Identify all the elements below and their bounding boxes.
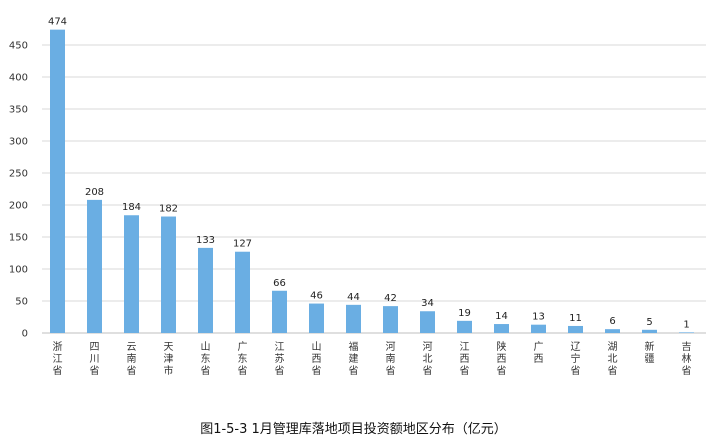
data-label: 46 bbox=[310, 291, 323, 302]
bar bbox=[383, 306, 398, 333]
data-label: 184 bbox=[122, 202, 141, 213]
category-label: 天津市 bbox=[164, 342, 174, 377]
data-label: 474 bbox=[48, 17, 67, 28]
category-label: 河北省 bbox=[423, 341, 433, 377]
data-label: 182 bbox=[159, 204, 178, 215]
y-tick-label: 450 bbox=[9, 41, 28, 52]
bar bbox=[124, 215, 139, 333]
bar bbox=[642, 329, 657, 333]
bars bbox=[50, 29, 694, 333]
data-label: 19 bbox=[458, 308, 471, 319]
category-label: 四川省 bbox=[90, 342, 100, 377]
bar bbox=[457, 320, 472, 333]
bar bbox=[346, 304, 361, 333]
y-tick-label: 50 bbox=[15, 297, 28, 308]
category-label: 山西省 bbox=[312, 341, 322, 377]
bar bbox=[309, 303, 324, 333]
y-tick-label: 0 bbox=[22, 329, 28, 340]
category-label: 广东省 bbox=[238, 341, 248, 377]
y-tick-label: 250 bbox=[9, 169, 28, 180]
bar bbox=[50, 29, 65, 333]
category-label: 山东省 bbox=[201, 341, 211, 377]
category-label: 河南省 bbox=[386, 341, 396, 377]
bar bbox=[679, 332, 694, 333]
category-label: 江苏省 bbox=[275, 341, 285, 377]
data-label: 42 bbox=[384, 293, 397, 304]
data-label: 133 bbox=[196, 235, 215, 246]
data-label: 44 bbox=[347, 292, 360, 303]
y-tick-label: 400 bbox=[9, 73, 28, 84]
bar bbox=[605, 329, 620, 333]
bar-chart: 0 50 100 150 200 250 300 350 400 450 474 208 184 182… bbox=[9, 17, 706, 377]
category-label: 陕西省 bbox=[497, 340, 507, 377]
data-label: 66 bbox=[273, 278, 286, 289]
category-label: 福建省 bbox=[349, 340, 359, 377]
bar bbox=[531, 324, 546, 333]
data-label: 13 bbox=[532, 312, 545, 323]
category-label: 江西省 bbox=[460, 341, 470, 377]
bar bbox=[272, 290, 287, 333]
bar bbox=[161, 216, 176, 333]
category-labels: 浙江省 四川省 云南省 天津市 山东省 广东省 江苏省 山西省 福建省 河南省 河北省 江西省 陕西省 广… bbox=[53, 340, 692, 377]
category-label: 吉林省 bbox=[682, 341, 692, 377]
bar bbox=[87, 199, 102, 333]
gridlines bbox=[42, 44, 706, 302]
category-label: 湖北省 bbox=[608, 341, 618, 377]
y-tick-label: 100 bbox=[9, 265, 28, 276]
y-tick-label: 150 bbox=[9, 233, 28, 244]
bar bbox=[568, 325, 583, 333]
chart-caption: 图1-5-3 1月管理库落地项目投资额地区分布（亿元） bbox=[200, 422, 507, 437]
data-label: 11 bbox=[569, 313, 582, 324]
y-tick-label: 350 bbox=[9, 105, 28, 116]
y-tick-label: 200 bbox=[9, 201, 28, 212]
category-label: 辽宁省 bbox=[571, 341, 581, 377]
data-label: 5 bbox=[646, 317, 652, 328]
data-labels: 474 208 184 182 133 127 66 46 44 42 34 19 14 13 11 6 5 1 bbox=[48, 17, 690, 331]
bar bbox=[198, 247, 213, 333]
data-label: 6 bbox=[609, 316, 615, 327]
category-label: 广西 bbox=[534, 341, 544, 365]
bar bbox=[420, 311, 435, 333]
category-label: 云南省 bbox=[127, 342, 137, 377]
data-label: 1 bbox=[683, 319, 689, 330]
data-label: 127 bbox=[233, 239, 252, 250]
data-label: 14 bbox=[495, 311, 508, 322]
category-label: 新疆 bbox=[645, 340, 655, 365]
y-tick-label: 300 bbox=[9, 137, 28, 148]
data-label: 34 bbox=[421, 298, 434, 309]
y-axis-ticks: 0 50 100 150 200 250 300 350 400 450 bbox=[9, 41, 28, 340]
bar bbox=[494, 324, 509, 333]
category-label: 浙江省 bbox=[53, 341, 63, 377]
data-label: 208 bbox=[85, 187, 104, 198]
bar bbox=[235, 251, 250, 333]
